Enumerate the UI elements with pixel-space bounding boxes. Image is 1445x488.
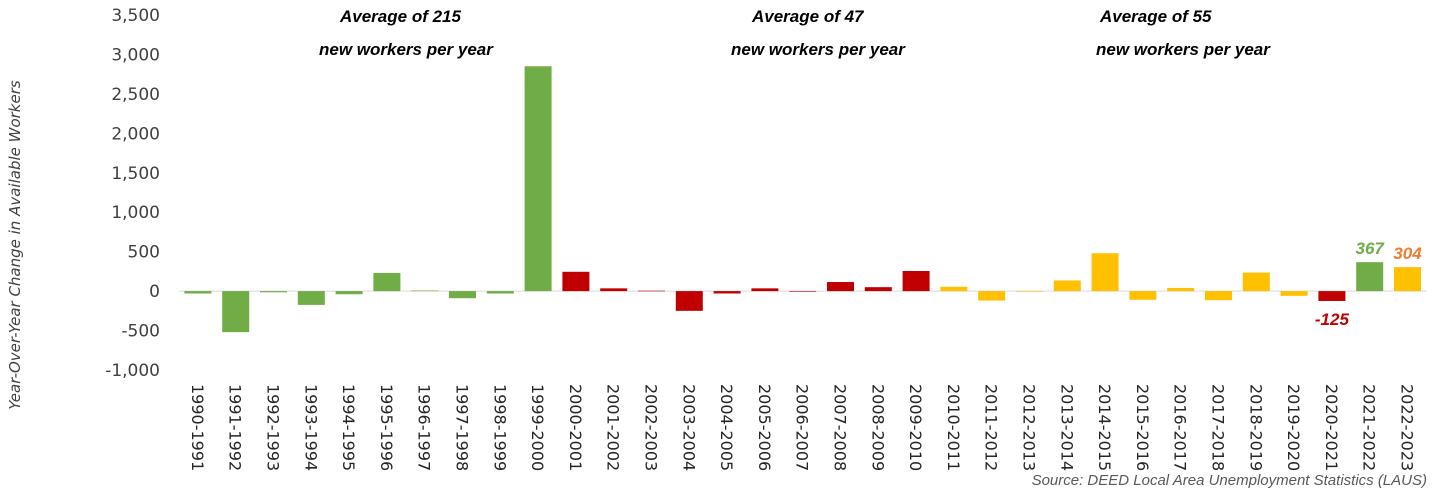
bar-1992-1993 (260, 291, 287, 293)
y-tick-label: 2,000 (111, 124, 160, 144)
y-tick-label: 500 (128, 243, 160, 263)
bar-1995-1996 (373, 272, 401, 292)
x-tick-label: 2000-2001 (566, 384, 585, 471)
x-tick-label: 1990-1991 (188, 384, 207, 471)
x-tick-label: 2015-2016 (1133, 384, 1152, 471)
y-tick-label: -1,000 (105, 361, 160, 381)
bar-2006-2007 (789, 291, 817, 292)
data-label: -125 (1315, 310, 1350, 329)
bar-2001-2002 (600, 288, 628, 292)
x-axis-labels: 1990-1991 1991-1992 1992-1993 1993-1994 1994… (188, 384, 1417, 471)
x-tick-label: 2007-2008 (831, 384, 850, 471)
x-tick-label: 1997-1998 (453, 384, 472, 471)
bar-1994-1995 (335, 291, 363, 295)
bar-2013-2014 (1053, 280, 1081, 292)
bar-2019-2020 (1280, 291, 1308, 296)
x-tick-label: 2009-2010 (906, 384, 925, 471)
data-label: 367 (1356, 239, 1386, 258)
x-tick-label: 1994-1995 (339, 384, 358, 471)
bar-2002-2003 (638, 290, 665, 292)
x-tick-label: 1995-1996 (377, 384, 396, 471)
x-tick-label: 2010-2011 (944, 384, 963, 471)
y-tick-label: 2,500 (111, 85, 160, 105)
x-tick-label: 2004-2005 (717, 384, 736, 471)
bar-2017-2018 (1205, 291, 1232, 301)
x-tick-label: 2006-2007 (793, 384, 812, 471)
x-tick-label: 2013-2014 (1057, 384, 1076, 471)
annotation-3-line1: Average of 55 (1099, 7, 1212, 26)
y-axis-ticks: -1,000 -500 0 500 1,000 1,500 2,000 2,500 3,000 3… (105, 6, 160, 381)
x-tick-label: 2021-2022 (1360, 384, 1379, 471)
bar-2012-2013 (1016, 291, 1043, 292)
x-tick-label: 1998-1999 (490, 384, 509, 471)
bar-1999-2000 (524, 66, 552, 292)
data-labels: -125 367 304 (1315, 239, 1422, 329)
bar-2021-2022 (1356, 262, 1384, 292)
x-tick-label: 2001-2002 (604, 384, 623, 471)
bar-2020-2021 (1318, 291, 1346, 301)
bar-1991-1992 (222, 291, 250, 333)
annotation-1-line2: new workers per year (319, 40, 494, 59)
x-tick-label: 2019-2020 (1284, 384, 1303, 471)
x-tick-label: 2020-2021 (1322, 384, 1341, 471)
y-tick-label: 0 (149, 282, 160, 302)
x-tick-label: 2011-2012 (982, 384, 1001, 471)
bar-1998-1999 (486, 291, 514, 294)
bar-1990-1991 (184, 291, 212, 294)
bar-2008-2009 (864, 287, 892, 292)
x-tick-label: 2003-2004 (679, 384, 698, 471)
bar-2009-2010 (902, 270, 930, 292)
y-tick-label: 1,000 (111, 203, 160, 223)
x-tick-label: 2012-2013 (1020, 384, 1039, 471)
bar-2014-2015 (1091, 253, 1119, 292)
bar-1993-1994 (297, 291, 325, 305)
bar-2016-2017 (1167, 287, 1195, 292)
source-note: Source: DEED Local Area Unemployment Sta… (1032, 472, 1427, 488)
x-tick-label: 2017-2018 (1209, 384, 1228, 471)
x-tick-label: 2005-2006 (755, 384, 774, 471)
bar-2018-2019 (1242, 272, 1270, 292)
x-tick-label: 2018-2019 (1246, 384, 1265, 471)
annotation-1-line1: Average of 215 (339, 7, 461, 26)
y-axis-label: Year-Over-Year Change in Available Worke… (6, 80, 24, 410)
x-tick-label: 1992-1993 (264, 384, 283, 471)
bar-2005-2006 (751, 288, 779, 292)
x-tick-label: 2008-2009 (868, 384, 887, 471)
x-tick-label: 1991-1992 (226, 384, 245, 471)
bar-2011-2012 (978, 291, 1006, 301)
x-tick-label: 2002-2003 (642, 384, 661, 471)
bar-1997-1998 (449, 291, 476, 299)
x-tick-label: 1999-2000 (528, 384, 547, 471)
y-tick-label: 1,500 (111, 164, 160, 184)
x-tick-label: 1996-1997 (415, 384, 434, 471)
x-tick-label: 2022-2023 (1398, 384, 1417, 471)
y-tick-label: 3,500 (111, 6, 160, 26)
annotation-2-line2: new workers per year (731, 40, 906, 59)
y-tick-label: -500 (121, 322, 160, 342)
bar-2015-2016 (1129, 291, 1157, 300)
bar-2022-2023 (1394, 267, 1421, 292)
x-tick-label: 1993-1994 (301, 384, 320, 471)
bar-2003-2004 (675, 291, 703, 311)
x-tick-label: 2014-2015 (1095, 384, 1114, 471)
bar-2007-2008 (827, 282, 854, 292)
annotation-2-line1: Average of 47 (751, 7, 865, 26)
y-tick-label: 3,000 (111, 45, 160, 65)
data-label: 304 (1393, 244, 1422, 263)
x-tick-label: 2016-2017 (1171, 384, 1190, 471)
bar-2000-2001 (562, 271, 590, 292)
bar-2010-2011 (940, 286, 968, 292)
annotation-3-line2: new workers per year (1096, 40, 1271, 59)
bar-1996-1997 (411, 290, 439, 292)
bars (184, 66, 1421, 333)
bar-2004-2005 (713, 291, 741, 294)
